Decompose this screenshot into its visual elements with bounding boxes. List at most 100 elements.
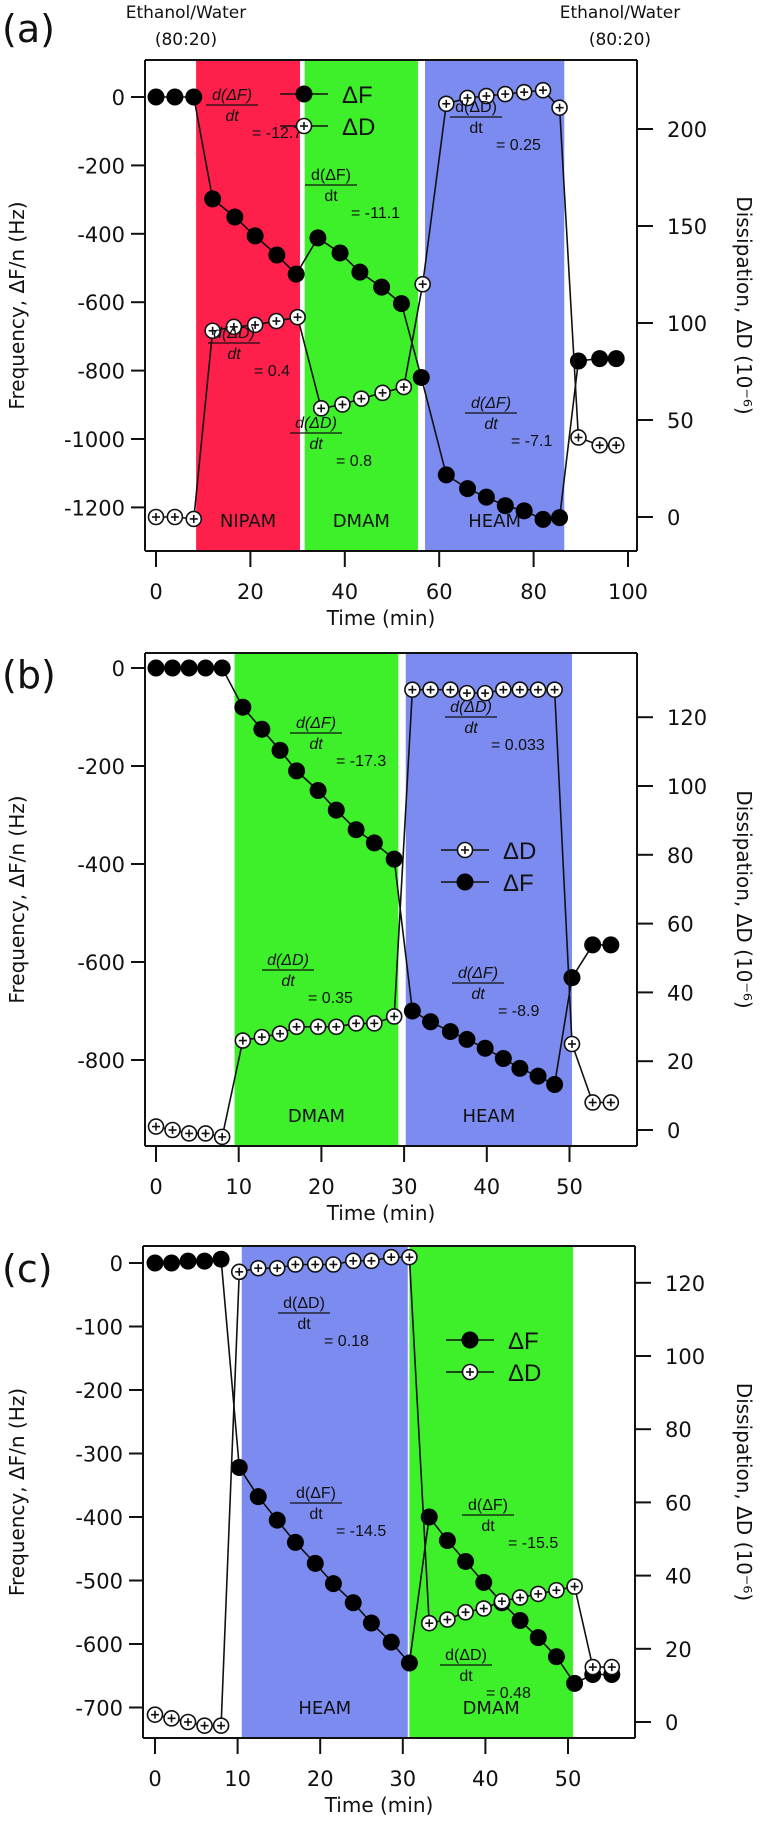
frequency-point	[327, 801, 345, 819]
x-tick-label: 0	[148, 1767, 161, 1791]
slope-value: = -11.1	[351, 205, 400, 222]
frequency-point	[584, 936, 602, 954]
slope-denominator: dt	[227, 346, 241, 363]
dissipation-point	[395, 378, 413, 396]
band-label: HEAM	[462, 1106, 515, 1127]
x-tick-label: 50	[555, 1767, 582, 1791]
frequency-point	[204, 190, 222, 208]
dissipation-point	[287, 1256, 304, 1273]
slope-annotation: d(ΔF) dt = -17.3	[290, 715, 386, 770]
dissipation-point	[212, 1717, 230, 1734]
frequency-point	[547, 1648, 565, 1666]
dissipation-point	[179, 1713, 197, 1731]
slope-denominator: dt	[309, 1506, 323, 1523]
slope-numerator: d(ΔF)	[458, 965, 498, 982]
frequency-point	[382, 1633, 400, 1651]
frequency-point	[477, 488, 495, 506]
slope-numerator: d(ΔD)	[455, 99, 497, 116]
frequency-point	[234, 698, 252, 716]
solvent-label: Ethanol/Water	[126, 3, 246, 23]
y2-tick-label: 60	[667, 913, 694, 937]
slope-numerator: d(ΔD)	[267, 952, 309, 969]
dissipation-point	[230, 1263, 248, 1281]
y-axis-title: Frequency, ΔF/n (Hz)	[5, 1388, 29, 1596]
slope-annotation: d(ΔF) dt = -15.5	[462, 1497, 558, 1552]
slope-value: = -14.5	[336, 1523, 386, 1540]
slope-value: = 0.25	[496, 137, 541, 154]
y2-tick-label: 100	[665, 1345, 705, 1369]
frequency-point	[230, 1458, 248, 1476]
frequency-point	[344, 1594, 362, 1612]
dissipation-point	[344, 1252, 362, 1270]
x-tick-label: 100	[608, 580, 648, 604]
x-axis-title: Time (min)	[326, 1201, 436, 1225]
dissipation-point	[439, 1611, 456, 1628]
y-tick-label: -1200	[64, 496, 125, 520]
frequency-point	[511, 1059, 529, 1077]
frequency-point	[271, 741, 289, 759]
y-tick-label: -500	[75, 1570, 123, 1594]
slope-numerator: d(ΔF)	[212, 87, 252, 104]
frequency-point	[546, 1076, 564, 1093]
frequency-point	[268, 246, 286, 264]
slope-value: = -15.5	[508, 1535, 558, 1552]
dissipation-point	[404, 681, 421, 698]
y2-tick-label: 100	[667, 775, 707, 799]
x-tick-label: 0	[149, 580, 162, 604]
dissipation-point	[213, 1128, 231, 1146]
slope-value: = 0.18	[324, 1333, 369, 1350]
chart-panel-a: NIPAM DMAM HEAM 0 20 40 60 80 100 Time (min) 0 -200…	[2, 3, 756, 630]
frequency-point	[511, 1612, 529, 1630]
dissipation-point	[249, 1259, 267, 1277]
dissipation-point	[147, 508, 165, 526]
legend: ΔF ΔD	[280, 82, 375, 141]
slope-annotation: d(ΔD) dt = 0.8	[290, 415, 372, 470]
frequency-point	[494, 1050, 512, 1068]
frequency-point	[373, 278, 391, 296]
dissipation-point	[401, 1248, 418, 1266]
frequency-point	[331, 244, 349, 262]
dissipation-point	[511, 681, 529, 698]
dissipation-point	[602, 1094, 620, 1111]
frequency-point	[476, 1039, 494, 1057]
frequency-point	[591, 350, 609, 368]
y-axis-title: Frequency, ΔF/n (Hz)	[5, 201, 29, 409]
y-tick-label: -800	[77, 360, 125, 384]
slope-value: = 0.033	[491, 737, 545, 754]
x-tick-label: 10	[224, 1767, 251, 1791]
x-axis-title: Time (min)	[326, 606, 436, 630]
slope-denominator: dt	[324, 188, 338, 205]
slope-value: = 0.8	[336, 453, 372, 470]
dissipation-point	[529, 1585, 547, 1603]
frequency-point	[306, 1554, 324, 1572]
slope-value: = -8.9	[498, 1003, 539, 1020]
frequency-point	[385, 850, 403, 868]
x-tick-label: 0	[149, 1175, 162, 1199]
dissipation-point	[234, 1032, 252, 1049]
frequency-point	[551, 509, 569, 527]
frequency-point	[286, 1533, 304, 1551]
panel-label: (c)	[2, 1247, 53, 1291]
x-tick-label: 10	[225, 1175, 252, 1199]
dissipation-point	[271, 1025, 289, 1042]
dissipation-point	[347, 1015, 365, 1032]
y2-tick-label: 40	[665, 1565, 692, 1589]
solvent-label: (80:20)	[155, 30, 217, 50]
legend: ΔF ΔD	[446, 1328, 541, 1387]
slope-annotation: d(ΔD) dt = 0.35	[262, 952, 353, 1007]
dissipation-point	[511, 1589, 529, 1606]
frequency-point	[351, 263, 369, 281]
y-tick-label: -800	[77, 1049, 125, 1073]
panel-label: (a)	[2, 7, 55, 51]
dissipation-point	[515, 83, 533, 101]
dissipation-point	[566, 1578, 583, 1595]
frequency-point	[166, 88, 184, 106]
dissipation-point	[225, 318, 243, 336]
dissipation-point	[268, 312, 285, 330]
dissipation-point	[458, 684, 476, 702]
slope-annotation: d(ΔF) dt = -7.1	[465, 395, 552, 450]
dissipation-point	[546, 681, 563, 698]
dissipation-point	[197, 1125, 214, 1142]
frequency-point	[403, 1002, 421, 1020]
